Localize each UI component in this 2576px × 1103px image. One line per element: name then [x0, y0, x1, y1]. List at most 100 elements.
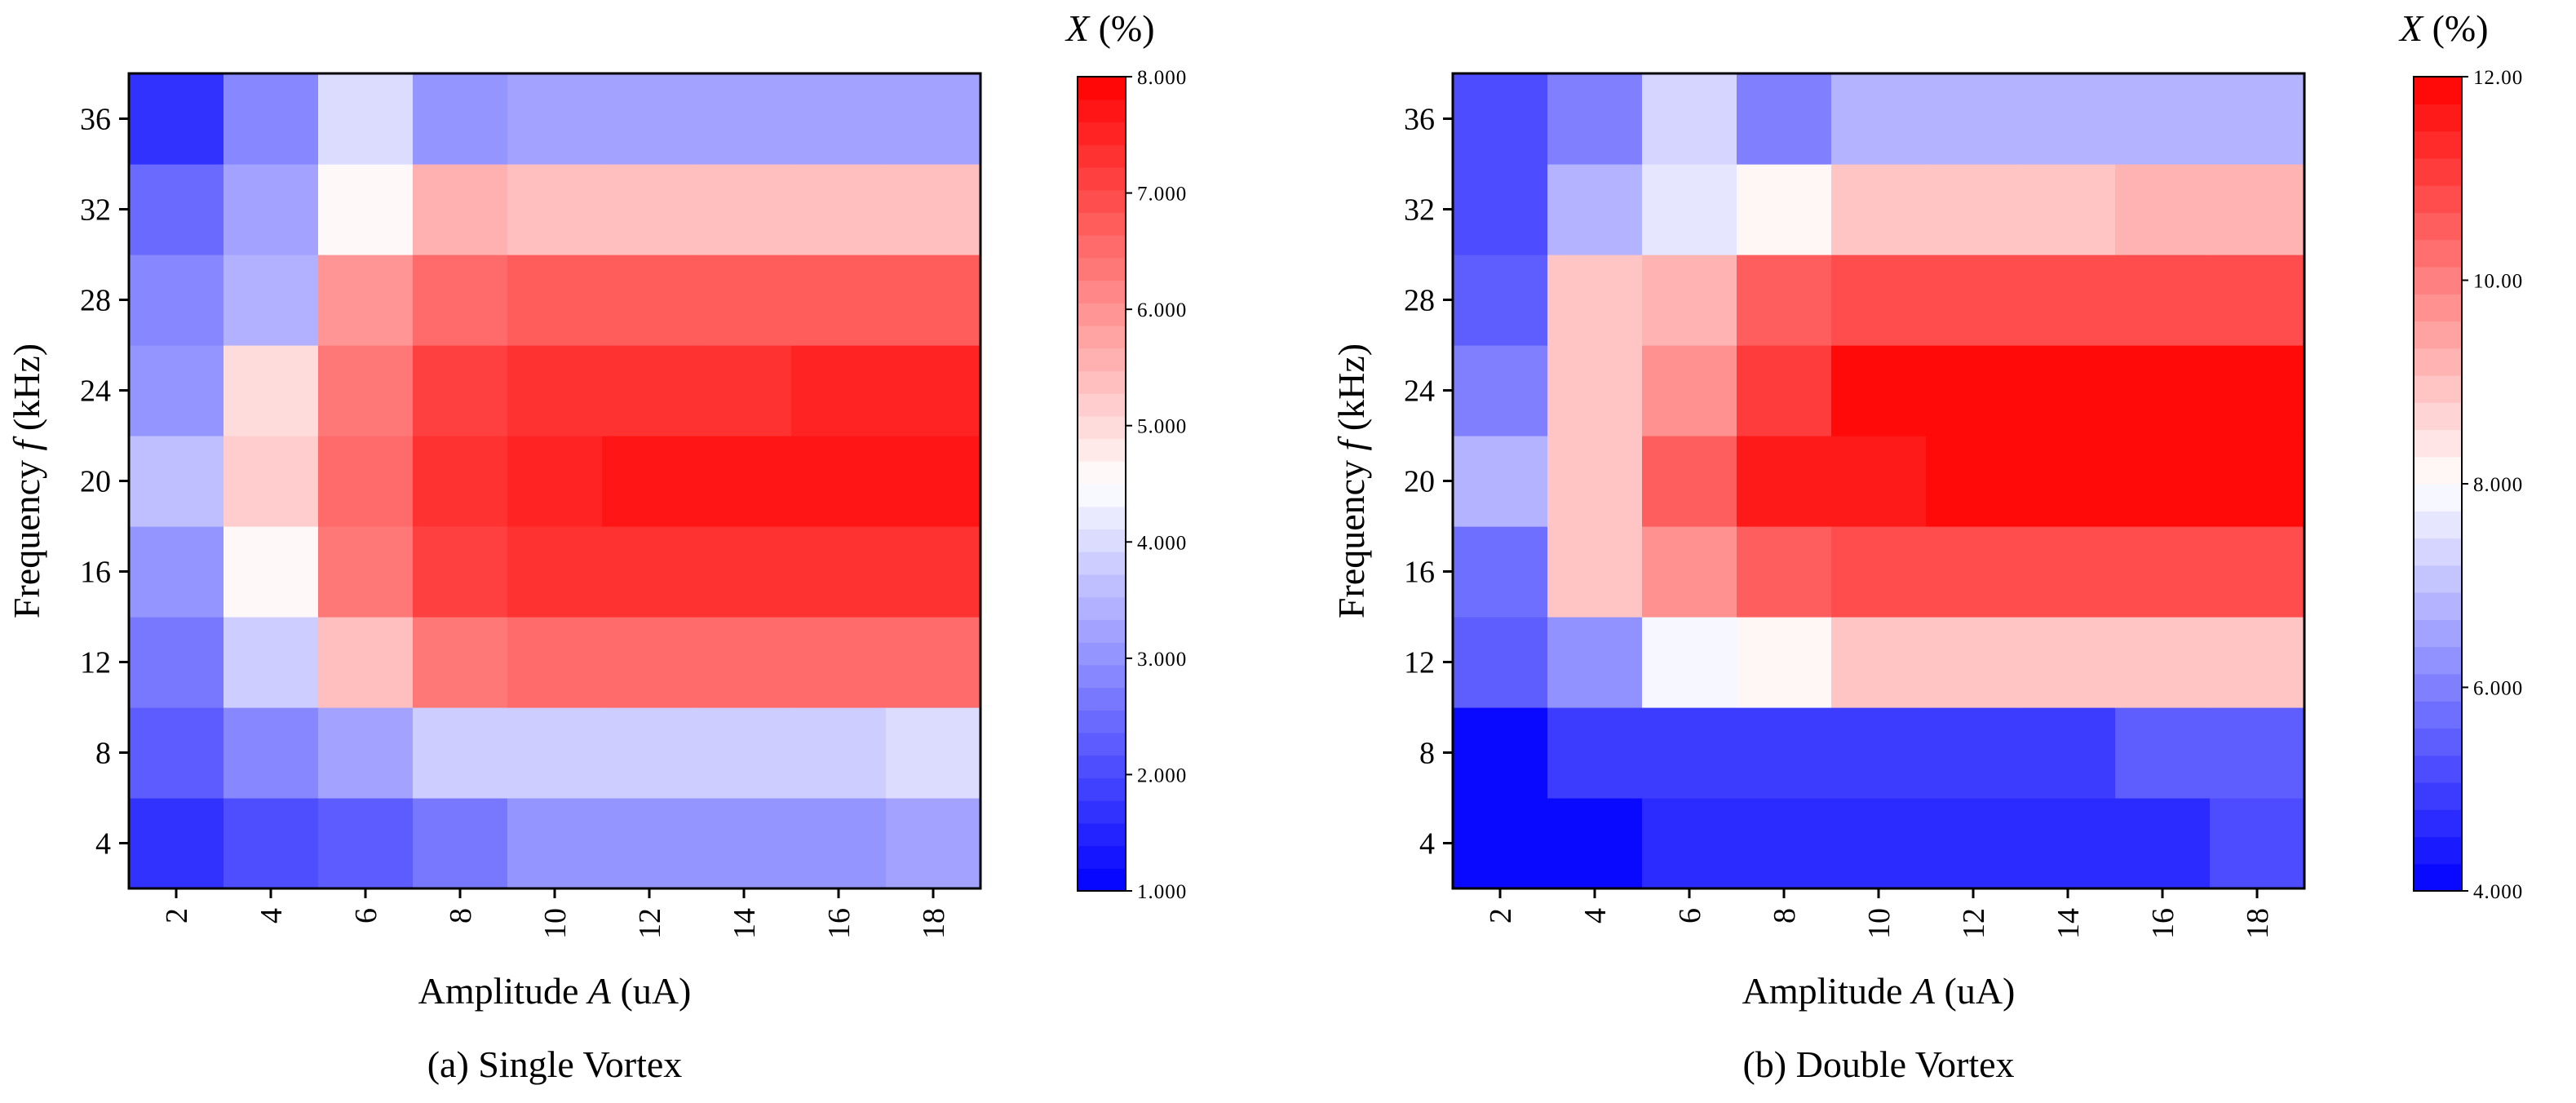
colorbar-tick-label: 10.00	[2473, 271, 2523, 293]
colorbar-swatch	[1078, 348, 1126, 371]
colorbar-tick-label: 12.00	[2473, 67, 2523, 89]
heatmap-cell-f20-a10	[1831, 436, 1927, 527]
heatmap-cell-f4-a14	[697, 798, 792, 889]
colorbar-tick-label: 5.000	[1137, 416, 1187, 438]
heatmap-cell-f12-a4	[1547, 617, 1643, 708]
y-tick-label: 28	[1404, 284, 1435, 318]
colorbar-swatch	[2414, 157, 2462, 186]
x-tick-label: 18	[2241, 908, 2275, 939]
heatmap-cells	[1453, 73, 2305, 889]
y-tick-label: 20	[1404, 465, 1435, 499]
colorbar-swatch	[1078, 438, 1126, 462]
y-tick-label: 8	[95, 737, 111, 771]
heatmap-cell-f24-a18	[886, 345, 981, 436]
y-tick-label: 32	[1404, 193, 1435, 228]
colorbar-swatch	[2414, 402, 2462, 431]
colorbar-swatch	[2414, 538, 2462, 566]
colorbar-swatch	[2414, 809, 2462, 838]
heatmap-cell-f16-a16	[2115, 526, 2211, 618]
heatmap-cell-f4-a2	[129, 798, 224, 889]
colorbar-tick-label: 8.000	[1137, 67, 1187, 89]
colorbar-swatch	[2414, 104, 2462, 132]
heatmap-cell-f16-a12	[1926, 526, 2021, 618]
heatmap-cell-f4-a16	[791, 798, 887, 889]
heatmap-cell-f36-a6	[318, 73, 414, 165]
colorbar-swatch	[2414, 348, 2462, 376]
colorbar-swatch	[2414, 429, 2462, 458]
colorbar-title-unit: (%)	[2423, 7, 2488, 49]
heatmap-cell-f32-a14	[697, 164, 792, 255]
colorbar-swatch	[1078, 461, 1126, 485]
colorbar-swatch	[2414, 239, 2462, 268]
heatmap-cell-f12-a10	[1831, 617, 1927, 708]
heatmap-cell-f12-a6	[318, 617, 414, 708]
heatmap-cell-f20-a14	[697, 436, 792, 527]
heatmap-cell-f28-a18	[886, 255, 981, 346]
y-axis-title: Frequency f (kHz)	[1330, 343, 1372, 618]
heatmap-cell-f4-a8	[413, 798, 508, 889]
heatmap-cell-f4-a18	[886, 798, 981, 889]
colorbar-swatch	[2414, 484, 2462, 512]
heatmap-cell-f20-a12	[1926, 436, 2021, 527]
x-tick-label: 14	[2052, 908, 2086, 939]
heatmap-cell-f28-a12	[602, 255, 697, 346]
heatmap-cell-f20-a8	[413, 436, 508, 527]
x-axis-title-text: Amplitude	[418, 970, 588, 1012]
colorbar-title-unit: (%)	[1089, 7, 1154, 49]
heatmap-cell-f36-a8	[413, 73, 508, 165]
x-axis-title-var: A	[586, 970, 612, 1012]
heatmap-cell-f4-a16	[2115, 798, 2211, 889]
heatmap-cell-f36-a12	[602, 73, 697, 165]
heatmap-cell-f12-a16	[2115, 617, 2211, 708]
colorbar-swatch	[2414, 701, 2462, 729]
x-axis-title-text: Amplitude	[1742, 970, 1912, 1012]
y-tick-label: 24	[1404, 374, 1435, 409]
heatmap-cell-f24-a8	[1737, 345, 1832, 436]
colorbar-swatch	[1078, 664, 1126, 689]
heatmap-cell-f8-a12	[602, 707, 697, 799]
heatmap-cell-f28-a2	[1453, 255, 1548, 346]
heatmap-cell-f28-a6	[318, 255, 414, 346]
heatmap-cell-f24-a16	[791, 345, 887, 436]
heatmap-cell-f24-a4	[1547, 345, 1643, 436]
heatmap-cell-f8-a8	[413, 707, 508, 799]
heatmap-cell-f16-a2	[1453, 526, 1548, 618]
heatmap-cell-f32-a8	[1737, 164, 1832, 255]
heatmap-cell-f32-a16	[2115, 164, 2211, 255]
heatmap-cell-f16-a4	[1547, 526, 1643, 618]
heatmap-cell-f24-a12	[602, 345, 697, 436]
colorbar-swatch	[2414, 755, 2462, 783]
heatmap-cell-f36-a14	[697, 73, 792, 165]
heatmap-cell-f36-a6	[1642, 73, 1737, 165]
colorbar-swatch	[1078, 370, 1126, 394]
heatmap-cell-f36-a10	[1831, 73, 1927, 165]
heatmap-cell-f8-a2	[1453, 707, 1548, 799]
heatmap-cell-f8-a10	[507, 707, 603, 799]
heatmap-cell-f32-a18	[2210, 164, 2305, 255]
heatmap-cell-f16-a6	[318, 526, 414, 618]
heatmap-cell-f24-a14	[2021, 345, 2116, 436]
heatmap-cell-f12-a6	[1642, 617, 1737, 708]
colorbar-swatch	[2414, 294, 2462, 321]
x-tick-label: 10	[1862, 908, 1897, 939]
y-axis-title-unit: (kHz)	[1330, 343, 1372, 441]
colorbar-title-var: X	[2398, 7, 2424, 49]
colorbar-swatch	[1078, 755, 1126, 778]
heatmap-cell-f32-a12	[602, 164, 697, 255]
colorbar-swatch	[2414, 728, 2462, 756]
heatmap-cell-f32-a18	[886, 164, 981, 255]
heatmap-cell-f28-a6	[1642, 255, 1737, 346]
y-axis-title-unit: (kHz)	[6, 343, 47, 441]
colorbar-swatch	[2414, 456, 2462, 485]
heatmap-cell-f24-a8	[413, 345, 508, 436]
colorbar-swatch	[1078, 484, 1126, 507]
y-axis-title-text: Frequency	[1330, 450, 1372, 618]
heatmap-cell-f28-a14	[697, 255, 792, 346]
colorbar-swatch	[1078, 77, 1126, 100]
heatmap-cell-f12-a10	[507, 617, 603, 708]
x-tick-label: 14	[728, 908, 762, 939]
panel-caption: (b) Double Vortex	[1742, 1043, 2014, 1085]
x-tick-label: 6	[1673, 908, 1707, 924]
